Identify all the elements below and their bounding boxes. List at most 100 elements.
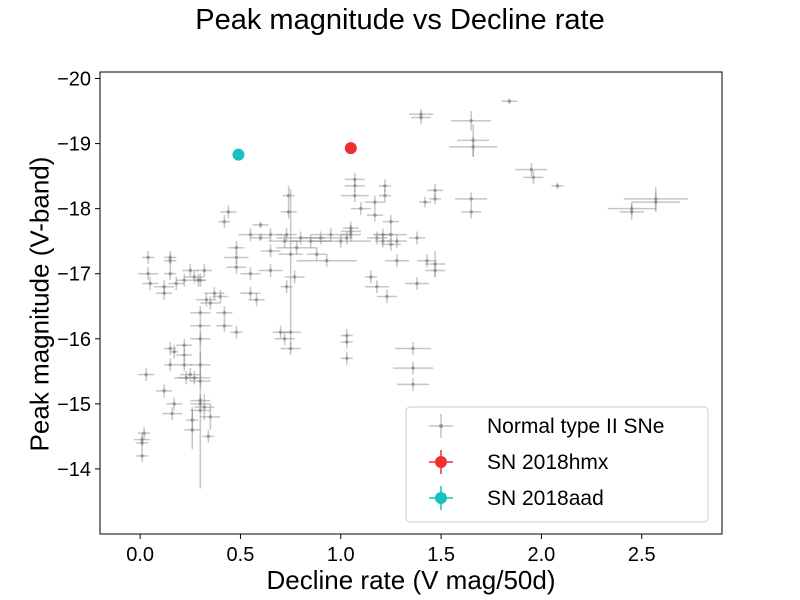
- point-marker: [389, 219, 393, 224]
- data-point-normal-sn: [378, 179, 391, 193]
- data-point-normal-sn: [374, 234, 391, 248]
- point-marker: [288, 252, 293, 256]
- data-point-normal-sn: [194, 273, 207, 287]
- data-point-normal-sn: [138, 368, 155, 382]
- data-point-normal-sn: [290, 234, 331, 248]
- data-point-normal-sn: [382, 215, 399, 229]
- point-marker: [218, 294, 223, 299]
- point-marker: [188, 372, 193, 377]
- point-marker: [395, 258, 399, 263]
- data-point-normal-sn: [396, 377, 430, 391]
- data-point-normal-sn: [344, 179, 365, 193]
- point-marker: [258, 223, 263, 227]
- data-point-normal-sn: [190, 306, 211, 320]
- point-marker: [344, 236, 349, 240]
- data-point-normal-sn: [156, 286, 173, 300]
- data-point-normal-sn: [282, 185, 295, 206]
- point-marker: [198, 398, 203, 403]
- point-marker: [198, 323, 203, 328]
- data-point-normal-sn: [168, 276, 185, 290]
- point-marker: [182, 343, 187, 348]
- point-marker: [282, 239, 287, 243]
- point-marker: [415, 281, 419, 286]
- point-marker: [168, 346, 173, 351]
- point-marker: [202, 268, 207, 273]
- point-marker: [344, 356, 349, 361]
- data-point-normal-sn: [380, 237, 401, 251]
- data-point-normal-sn: [248, 293, 265, 307]
- point-marker: [373, 200, 377, 204]
- point-marker: [389, 242, 393, 247]
- data-point-normal-sn: [278, 189, 303, 320]
- data-point-normal-sn: [392, 361, 434, 375]
- data-point-normal-sn: [164, 358, 177, 372]
- point-marker: [268, 249, 273, 253]
- data-point-normal-sn: [200, 403, 221, 430]
- data-point-normal-sn: [138, 267, 159, 281]
- legend-label: Normal type II SNe: [487, 415, 664, 438]
- data-point-normal-sn: [280, 205, 297, 219]
- point-marker: [168, 258, 173, 263]
- x-tick-label: 1.5: [427, 544, 455, 566]
- point-marker: [162, 291, 167, 296]
- point-marker: [411, 366, 415, 370]
- point-marker: [202, 405, 207, 409]
- data-point-normal-sn: [457, 124, 490, 157]
- point-marker: [234, 245, 239, 250]
- data-point-normal-sn: [425, 250, 446, 277]
- data-point-normal-sn: [449, 137, 498, 157]
- data-point-normal-sn: [523, 170, 544, 184]
- data-point-normal-sn: [280, 319, 301, 346]
- point-marker: [349, 229, 353, 234]
- y-tick-label: −20: [57, 69, 91, 91]
- data-point-normal-sn: [455, 192, 488, 206]
- data-point-normal-sn: [226, 260, 247, 274]
- point-marker: [162, 284, 167, 289]
- data-point-normal-sn: [417, 254, 438, 268]
- point-marker: [206, 434, 211, 439]
- data-point-normal-sn: [372, 228, 393, 242]
- data-point-normal-sn: [276, 231, 325, 245]
- axes-frame: [99, 71, 723, 535]
- point-marker: [383, 193, 387, 198]
- point-marker: [168, 255, 173, 260]
- point-marker: [140, 454, 144, 458]
- data-point-normal-sn: [619, 204, 644, 220]
- point-marker: [278, 330, 283, 335]
- data-point-normal-sn: [280, 280, 293, 294]
- y-tick-label: −19: [57, 134, 91, 156]
- data-point-normal-sn: [310, 234, 371, 248]
- data-point-normal-sn: [164, 342, 177, 356]
- point-marker: [146, 271, 150, 276]
- point-marker: [146, 255, 150, 260]
- data-point-normal-sn: [378, 189, 391, 203]
- data-point-normal-sn: [142, 276, 159, 290]
- point-marker: [198, 278, 203, 283]
- data-point-normal-sn: [176, 358, 193, 372]
- data-point-normal-sn: [196, 293, 217, 307]
- point-marker: [433, 268, 437, 273]
- data-point-normal-sn: [204, 286, 225, 300]
- data-point-normal-sn: [240, 286, 261, 300]
- data-point-normal-sn: [501, 98, 518, 104]
- data-point-normal-sn: [280, 342, 301, 356]
- point-marker: [198, 363, 203, 367]
- point-marker: [208, 301, 213, 305]
- data-point-normal-sn: [194, 394, 215, 421]
- point-marker: [282, 336, 287, 341]
- point-marker: [198, 379, 203, 383]
- data-point-normal-sn: [631, 192, 680, 212]
- point-marker: [381, 232, 385, 237]
- data-point-normal-sn: [340, 351, 353, 365]
- data-point-normal-sn: [340, 329, 353, 343]
- point-marker: [653, 197, 658, 201]
- point-marker: [258, 236, 263, 240]
- data-point-normal-sn: [306, 247, 327, 261]
- point-marker: [208, 415, 213, 419]
- point-marker: [198, 336, 203, 341]
- data-point-normal-sn: [340, 335, 353, 349]
- data-point-normal-sn: [156, 384, 173, 398]
- data-point-normal-sn: [136, 449, 149, 463]
- data-point-normal-sn: [515, 163, 548, 177]
